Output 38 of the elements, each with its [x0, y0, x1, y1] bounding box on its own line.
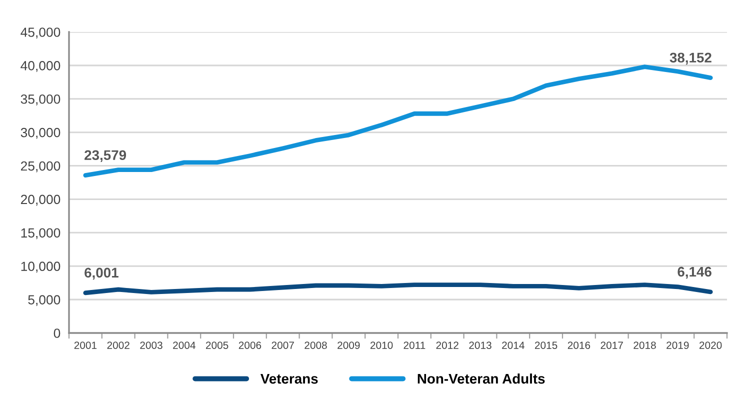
- x-tick-label: 2010: [370, 342, 393, 349]
- x-tick-label: 2019: [666, 342, 689, 349]
- y-tick-label: 25,000: [20, 161, 60, 172]
- data-label: 6,146: [678, 266, 712, 279]
- y-tick-label: 15,000: [21, 228, 60, 240]
- y-tick-label: 40,000: [20, 61, 60, 72]
- line-series: [83, 282, 713, 296]
- y-tick-label: 20,000: [20, 194, 60, 206]
- x-tick-label: 2005: [206, 342, 228, 349]
- y-tick-label: 5,000: [28, 295, 60, 306]
- y-tick-label: 10,000: [21, 262, 60, 273]
- x-tick-label: 2006: [238, 342, 262, 349]
- legend-label: Non-Veteran Adults: [418, 373, 545, 384]
- x-tick-label: 2017: [600, 342, 623, 349]
- x-tick-label: 2001: [74, 342, 97, 349]
- y-tick-label: 30,000: [20, 128, 60, 139]
- x-tick-label: 2009: [338, 342, 360, 349]
- y-tick-label: 45,000: [20, 28, 60, 38]
- x-tick-label: 2007: [272, 342, 294, 349]
- x-tick-label: 2016: [568, 342, 590, 349]
- x-tick-label: 2020: [699, 342, 722, 349]
- x-tick-label: 2015: [534, 342, 558, 349]
- x-tick-label: 2003: [140, 342, 162, 349]
- line-series: [83, 64, 713, 178]
- y-tick-label: 35,000: [20, 94, 60, 106]
- data-label: 23,579: [84, 150, 126, 162]
- x-tick-label: 2008: [304, 342, 327, 349]
- x-tick-label: 2014: [502, 342, 524, 349]
- data-label: 38,152: [670, 52, 712, 65]
- legend-label: Veterans: [260, 374, 318, 384]
- data-label: 6,001: [84, 268, 118, 280]
- x-tick-label: 2011: [404, 342, 426, 349]
- x-tick-label: 2013: [469, 342, 492, 349]
- x-tick-label: 2012: [436, 342, 458, 349]
- x-tick-label: 2004: [173, 342, 196, 349]
- x-tick-label: 2002: [107, 342, 130, 349]
- x-tick-label: 2018: [634, 342, 656, 349]
- y-tick-label: 0: [54, 328, 60, 338]
